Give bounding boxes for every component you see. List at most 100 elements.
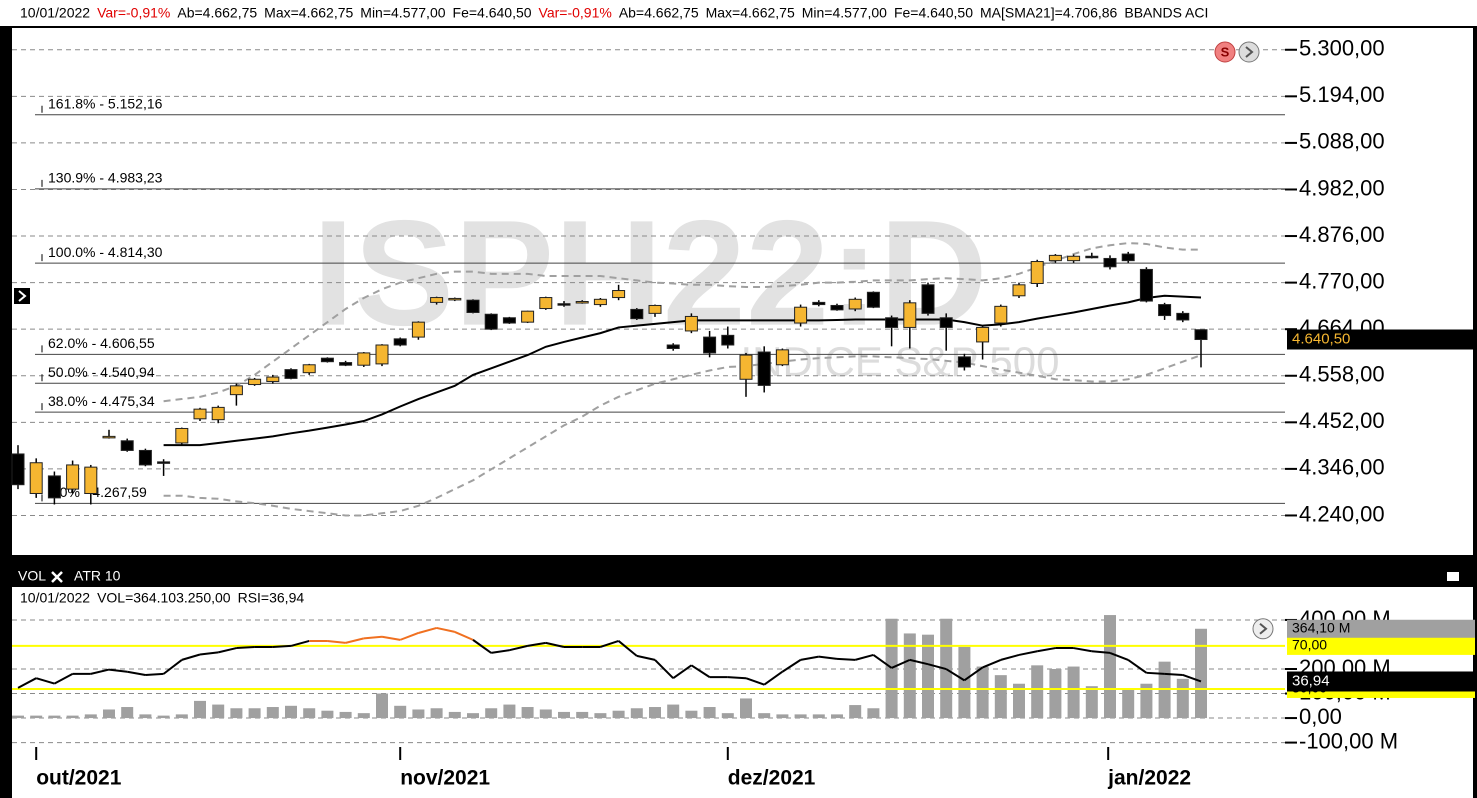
next-button [1238,41,1260,63]
volume-bar [685,710,698,719]
volume-bar [776,714,789,719]
volume-bar [1049,669,1062,719]
volume-bar [376,693,388,719]
volume-bar [394,705,407,719]
candle-body [1103,257,1117,268]
volume-bar [448,711,461,719]
candle-body [976,326,990,343]
candle-body [66,464,80,490]
rsi-segment [927,663,947,671]
rsi-segment [17,677,37,689]
volume-bar [357,713,370,719]
fibonacci-label: 62.0% - 4.606,55 [48,335,155,351]
candle-body [1158,304,1172,317]
candle-body [484,313,498,330]
y-tick-label: 4.770,00 [1299,268,1385,293]
volume-bar [48,715,61,719]
rsi-segment [818,655,838,660]
candle-body [866,291,880,308]
volume-bar [321,710,334,719]
candle-body [612,290,626,299]
y-tick-label: 4.982,00 [1299,175,1385,200]
rsi-segment [509,644,528,652]
candle-body [502,317,516,324]
rsi-segment [454,630,474,641]
header-field: Min=4.577,00 [360,5,445,21]
candle-body [903,302,917,328]
rsi-segment [1018,650,1038,656]
header-field: Fe=4.640,50 [453,5,532,21]
volume-bar [539,709,552,719]
indicator-line [163,242,1201,403]
candle-body [812,301,826,306]
rsi-segment [1182,674,1202,683]
volume-bar [1195,628,1207,719]
y-tick-label: -100,00 M [1299,728,1398,753]
volume-bar [303,708,316,719]
badge [1214,41,1236,63]
volume-bar [812,714,825,719]
volume-bar [30,715,43,719]
candle-body [102,435,116,439]
rsi-segment [982,658,1002,669]
indicator-tab-bar [0,565,1477,587]
volume-bar [649,707,661,719]
header-field: Min=4.577,00 [802,5,887,21]
rsi-segment [1037,647,1056,653]
x-tick-label: jan/2022 [1107,767,1191,790]
header-field: 10/01/2022 [20,5,90,21]
y-tick-label: 5.088,00 [1299,129,1385,154]
volume-bar [630,708,643,719]
volume-bar [157,715,170,719]
rsi-segment [763,670,783,686]
rsi-segment [600,640,619,648]
volume-bar [412,709,425,719]
rsi-segment [854,653,874,661]
volume-bar [831,714,843,719]
candle-body [593,298,607,306]
rsi-segment [672,664,692,680]
header-field: Ab=4.662,75 [177,5,257,21]
volume-bar [576,711,589,719]
maximize-button[interactable] [1447,572,1459,581]
rsi-segment [491,649,510,654]
rsi-segment [162,659,183,675]
candle-body [466,299,480,313]
candle-body [575,301,589,304]
y-tick-label: 5.300,00 [1299,36,1385,61]
indicator-tab: VOL [18,568,46,584]
volume-bar [1140,683,1153,719]
header-field: Fe=4.640,50 [894,5,973,21]
rsi-segment [1073,647,1092,653]
candle-body [1030,261,1044,284]
rsi-segment [363,635,383,640]
candle-body [830,304,844,311]
candle-body [211,406,225,421]
candle-body [1121,253,1135,262]
volume-bar [740,698,752,719]
last-price-box [1287,329,1475,350]
next-icon [1245,46,1254,58]
fibonacci-label: 130.9% - 4.983,23 [48,170,163,186]
volume-bar [1067,666,1080,719]
rsi-segment [636,654,656,661]
candle-body [1176,312,1190,321]
fibonacci-label: 100.0% - 4.814,30 [48,244,163,260]
next-button [1252,618,1274,640]
side-expander[interactable] [14,288,30,304]
volume-bar [339,711,352,719]
right-border [1473,28,1477,798]
volume-bar [194,700,206,719]
candle-body [302,364,316,374]
indicator-info: RSI=36,94 [238,590,305,606]
volume-bar [849,705,862,719]
rsi-segment [145,672,164,676]
volume-bar [922,634,934,719]
rsi-segment [781,659,802,673]
candle-body [1139,268,1153,302]
rsi-segment [108,668,128,673]
candle-body [1067,255,1081,262]
price-chart: 4.240,004.346,004.452,004.558,004.664,00… [11,36,1475,790]
rsi-segment [381,635,401,641]
